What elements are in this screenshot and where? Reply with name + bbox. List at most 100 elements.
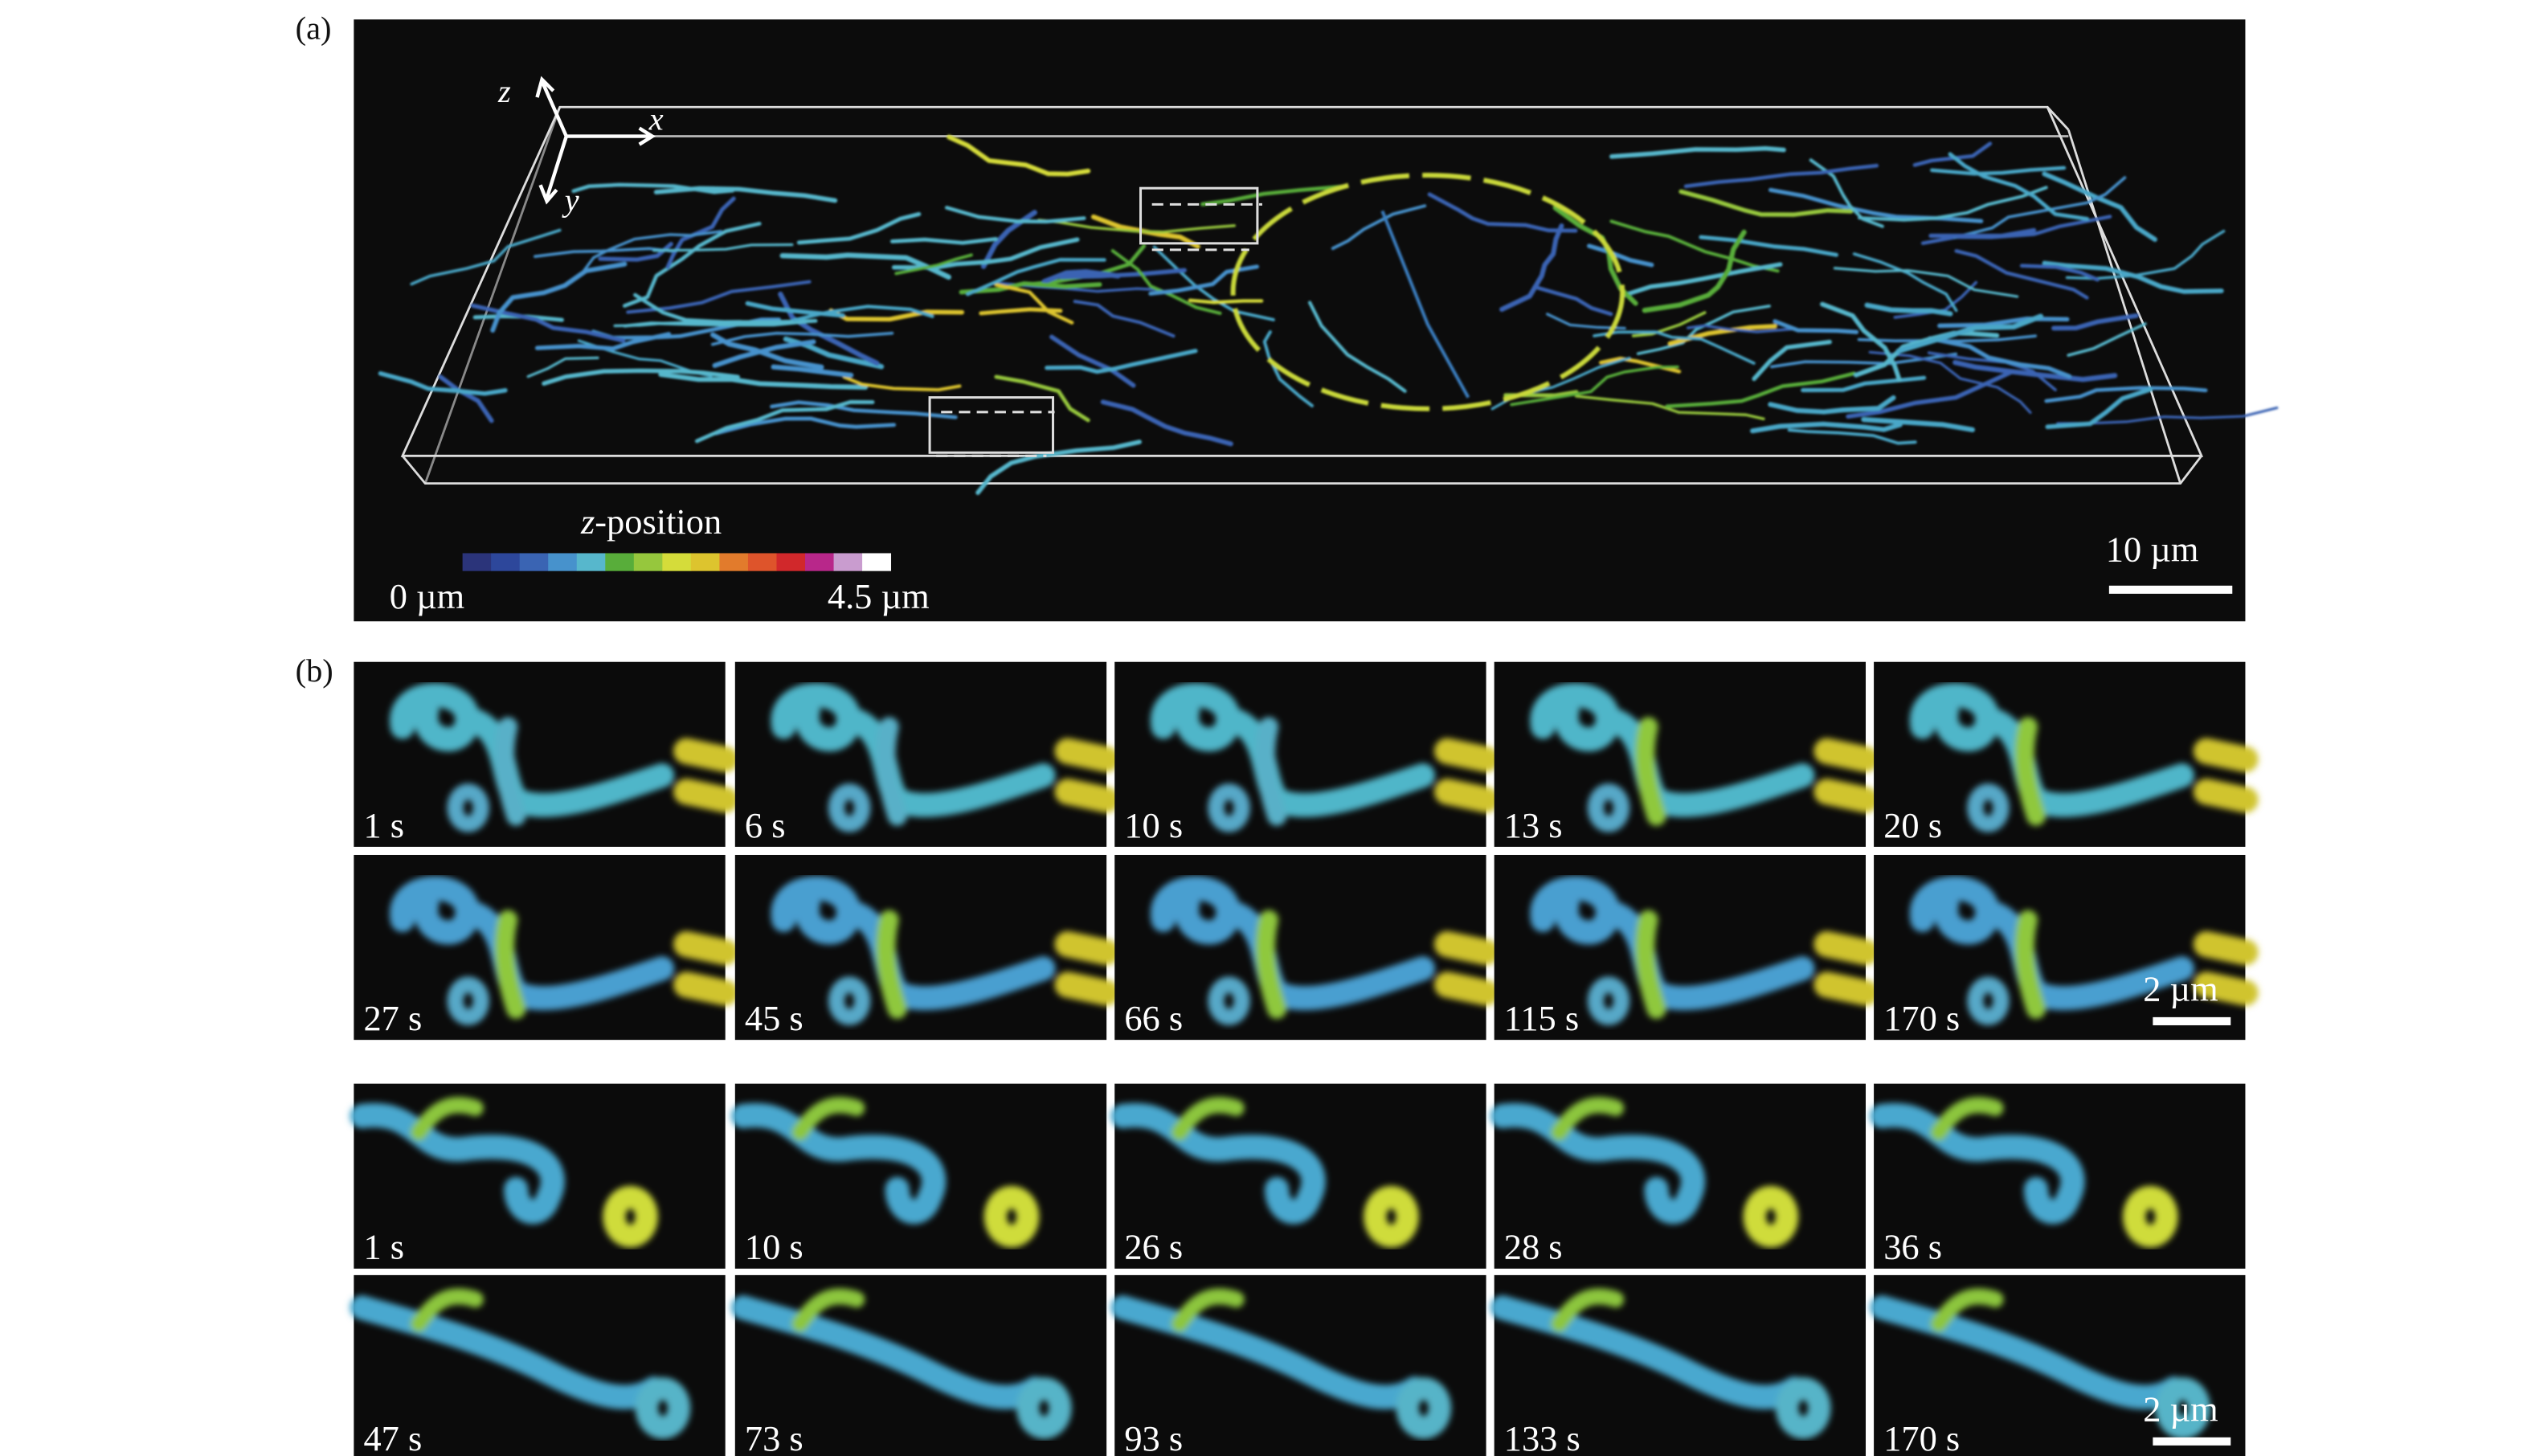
roi-box-1	[1139, 186, 1262, 252]
mitochondrion	[1307, 301, 1407, 393]
timelapse-frame-seq1: 115 s	[1494, 854, 1879, 1041]
mitochondrion	[470, 303, 626, 343]
colorbar-swatch	[690, 553, 720, 571]
timelapse-frame-seq1: 45 s	[734, 854, 1120, 1041]
timelapse-frame-seq1: 1 s	[354, 661, 738, 847]
mitochondrion	[1551, 1288, 1625, 1332]
mitochondrion	[1587, 783, 1630, 832]
timelapse-frame-seq2: 28 s	[1490, 1083, 1867, 1269]
mitochondrion	[2014, 910, 2046, 1019]
timelapse-frame-seq1: 66 s	[1114, 854, 1499, 1041]
mitochondrion	[828, 976, 871, 1025]
colorbar-swatch	[462, 553, 492, 571]
mitochondrion	[1255, 910, 1287, 1019]
scale-bar-b	[2153, 1437, 2231, 1446]
mitochondrion	[378, 371, 508, 396]
mitochondrion	[1171, 1097, 1245, 1141]
mitochondrion	[490, 261, 628, 333]
nucleus-outline-mitochondria	[1230, 173, 1625, 411]
mitochondrion	[1535, 285, 1613, 317]
time-label: 1 s	[363, 805, 404, 845]
mitochondrion	[1364, 1185, 1419, 1248]
mitochondrion	[411, 1097, 484, 1141]
timelapse-frame-seq2: 26 s	[1110, 1083, 1486, 1269]
mitochondrion	[1678, 189, 1854, 217]
mitochondrion	[534, 332, 672, 351]
mitochondrion	[1687, 324, 1796, 333]
scale-bar-b	[2153, 1016, 2231, 1025]
mitochondrion	[1635, 717, 1666, 826]
mitochondrion	[1893, 280, 1978, 319]
mitochondrion	[673, 930, 738, 1006]
timelapse-frame-seq1: 170 s 2 µm	[1874, 854, 2259, 1041]
time-label: 26 s	[1124, 1227, 1183, 1267]
mitochondrion	[1499, 223, 1564, 313]
mitochondrion	[1930, 1097, 2004, 1141]
mitochondrion	[673, 738, 738, 813]
mitochondrion	[1058, 268, 1187, 280]
mitochondrion	[438, 374, 494, 423]
mitochondrion	[635, 1377, 691, 1439]
axis-label-x: x	[648, 101, 664, 137]
mitochondrion	[1833, 267, 2019, 298]
scale-bar-label-b: 2 µm	[2143, 969, 2218, 1009]
mitochondrion	[947, 134, 1091, 177]
timelapse-frame-seq1: 6 s	[734, 661, 1120, 847]
time-label: 133 s	[1504, 1418, 1580, 1456]
panel-a: z x y z-position 0 µm 4.5 µm 10 µm	[354, 19, 2279, 622]
colorbar-swatch	[662, 553, 692, 571]
mitochondrion	[792, 305, 934, 322]
mitochondrion	[1809, 158, 1884, 228]
mitochondrion	[1427, 192, 1578, 233]
axis-label-y: y	[562, 182, 579, 218]
mitochondrion	[2193, 738, 2259, 813]
mitochondrion	[712, 339, 816, 368]
mitochondrion	[1864, 302, 1953, 317]
time-label: 66 s	[1124, 998, 1183, 1038]
mitochondrion	[2067, 322, 2147, 357]
mitochondrion	[1775, 1377, 1831, 1439]
mitochondrion	[411, 1288, 484, 1332]
mitochondrion	[714, 416, 897, 436]
mitochondrion	[1852, 252, 1958, 313]
mitochondrion	[1331, 204, 1427, 251]
mitochondrion	[1770, 352, 1958, 369]
mitochondrion	[1255, 717, 1287, 826]
mitochondrion	[494, 717, 526, 826]
panel-b-label: (b)	[296, 652, 333, 689]
roi-box-2	[928, 396, 1055, 457]
time-label: 13 s	[1504, 805, 1563, 845]
mitochondrion	[1636, 305, 1771, 355]
mitochondrion	[1396, 1377, 1452, 1439]
mitochondrion	[1752, 339, 1832, 382]
time-label: 45 s	[745, 998, 803, 1038]
mitochondrion	[770, 400, 958, 419]
time-label: 6 s	[745, 805, 786, 845]
time-label: 115 s	[1504, 998, 1579, 1038]
colorbar-swatch	[519, 553, 549, 571]
mitochondrion	[1587, 243, 1654, 268]
timelapse-frame-seq2: 93 s	[1110, 1274, 1486, 1456]
time-label: 10 s	[745, 1227, 803, 1267]
colorbar-min-label: 0 µm	[390, 576, 464, 616]
mitochondrion	[2044, 386, 2208, 403]
mitochondrion	[534, 247, 677, 259]
time-label: 20 s	[1883, 805, 1942, 845]
timelapse-frame-seq2: 73 s	[730, 1274, 1107, 1456]
mitochondrion	[2051, 313, 2139, 331]
colorbar-swatch	[719, 553, 749, 571]
timelapse-frame-seq2: 133 s	[1490, 1274, 1867, 1456]
panel-a-label: (a)	[296, 10, 332, 46]
timelapse-frame-seq2: 1 s	[350, 1083, 726, 1269]
mitochondrion	[1699, 235, 1838, 257]
time-label: 27 s	[363, 998, 422, 1038]
mitochondrion	[959, 281, 1102, 295]
mitochondrion	[876, 717, 907, 826]
time-label: 47 s	[363, 1418, 422, 1456]
mitochondrion	[494, 910, 526, 1019]
axis-label-z: z	[497, 73, 511, 109]
mitochondrion	[1622, 262, 1783, 297]
mitochondrion	[1768, 395, 1896, 415]
time-label: 73 s	[745, 1418, 803, 1456]
